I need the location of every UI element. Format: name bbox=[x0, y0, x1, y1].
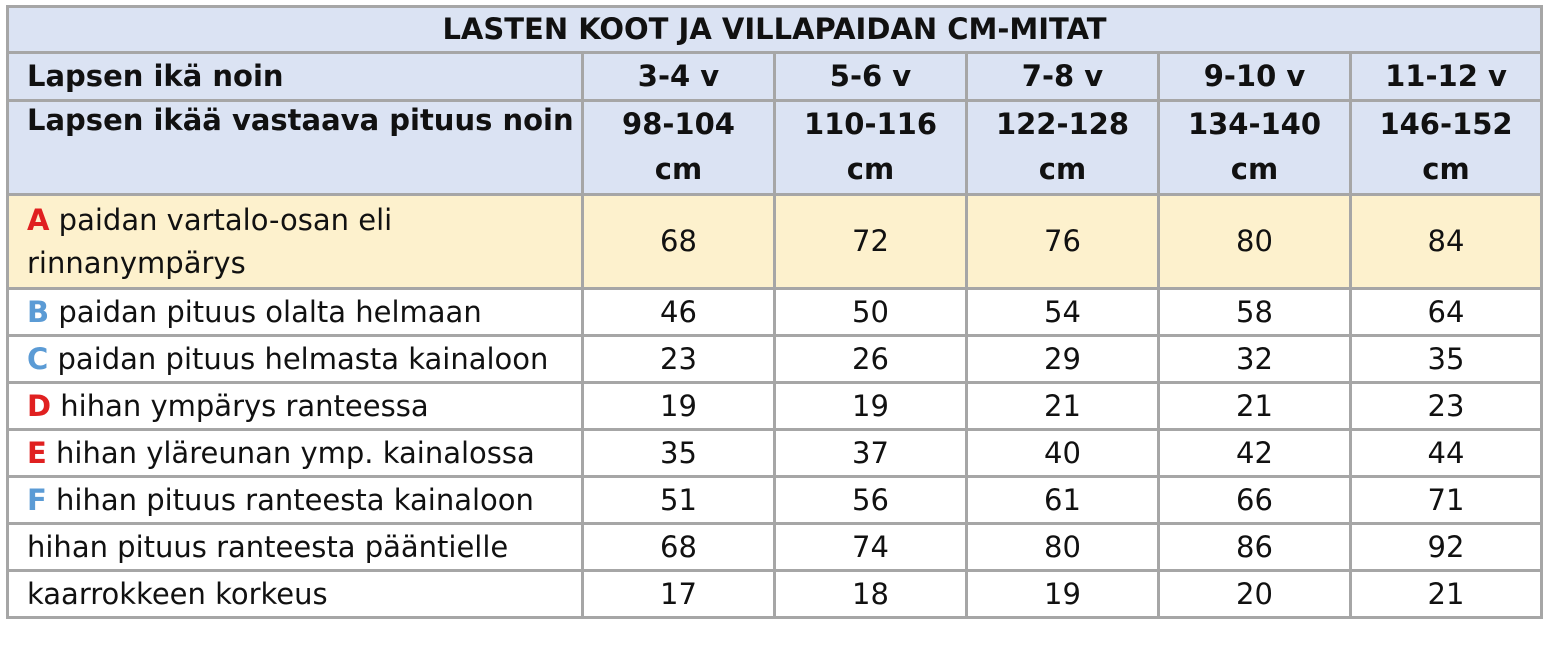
table-title: LASTEN KOOT JA VILLAPAIDAN CM-MITAT bbox=[5, 5, 1544, 54]
height-range: 122-128 bbox=[995, 107, 1130, 141]
measure-name: hihan yläreunan ymp. kainalossa bbox=[56, 435, 535, 470]
table-cell: 23 bbox=[581, 334, 776, 384]
measure-letter: B bbox=[27, 294, 50, 329]
table-cell: 20 bbox=[1157, 569, 1352, 619]
table-cell: 19 bbox=[773, 381, 968, 431]
table-cell: 68 bbox=[581, 193, 776, 290]
table-cell: 68 bbox=[581, 522, 776, 572]
table-cell: 54 bbox=[965, 287, 1160, 337]
measure-name: hihan ympärys ranteessa bbox=[60, 388, 429, 423]
age-header-cell: 9-10 v bbox=[1157, 51, 1352, 102]
height-unit: cm bbox=[654, 151, 703, 186]
table-cell: 64 bbox=[1348, 287, 1544, 337]
table-cell: 84 bbox=[1348, 193, 1544, 290]
row-label: E hihan yläreunan ymp. kainalossa bbox=[6, 428, 584, 478]
table-cell: 17 bbox=[581, 569, 776, 619]
table-cell: 58 bbox=[1157, 287, 1352, 337]
table-cell: 66 bbox=[1157, 475, 1352, 525]
table-cell: 76 bbox=[965, 193, 1160, 290]
table-cell: 40 bbox=[965, 428, 1160, 478]
height-row-label: Lapsen ikää vastaava pituus noin bbox=[6, 99, 584, 196]
measure-letter: F bbox=[27, 482, 47, 517]
measure-letter: D bbox=[27, 388, 52, 423]
table-row: E hihan yläreunan ymp. kainalossa 35 37 … bbox=[6, 428, 1544, 478]
age-header-cell: 11-12 v bbox=[1348, 51, 1544, 102]
table-cell: 80 bbox=[965, 522, 1160, 572]
table-cell: 29 bbox=[965, 334, 1160, 384]
age-header-cell: 3-4 v bbox=[581, 51, 776, 102]
table-row: D hihan ympärys ranteessa 19 19 21 21 23 bbox=[6, 381, 1544, 431]
height-header-cell: 134-140 cm bbox=[1157, 99, 1352, 196]
table-cell: 44 bbox=[1348, 428, 1544, 478]
row-label: A paidan vartalo-osan eli rinnanympärys bbox=[6, 193, 584, 290]
table-cell: 35 bbox=[1348, 334, 1544, 384]
height-range: 110-116 bbox=[803, 107, 938, 141]
table-cell: 21 bbox=[1348, 569, 1544, 619]
size-table: LASTEN KOOT JA VILLAPAIDAN CM-MITAT Laps… bbox=[5, 5, 1544, 619]
measure-name: paidan pituus helmasta kainaloon bbox=[57, 341, 549, 376]
age-header-cell: 5-6 v bbox=[773, 51, 968, 102]
measure-name: hihan pituus ranteesta kainaloon bbox=[56, 482, 534, 517]
height-row: Lapsen ikää vastaava pituus noin 98-104 c… bbox=[6, 99, 1544, 196]
table-cell: 72 bbox=[773, 193, 968, 290]
height-header-cell: 146-152 cm bbox=[1348, 99, 1544, 196]
measure-name: paidan vartalo-osan eli rinnanympärys bbox=[27, 203, 393, 280]
table-row: A paidan vartalo-osan eli rinnanympärys … bbox=[6, 193, 1544, 290]
table-cell: 19 bbox=[965, 569, 1160, 619]
age-header-cell: 7-8 v bbox=[965, 51, 1160, 102]
height-range: 146-152 bbox=[1379, 107, 1513, 141]
table-cell: 21 bbox=[965, 381, 1160, 431]
table-cell: 42 bbox=[1157, 428, 1352, 478]
table-cell: 92 bbox=[1348, 522, 1544, 572]
table-cell: 23 bbox=[1348, 381, 1544, 431]
row-label: D hihan ympärys ranteessa bbox=[6, 381, 584, 431]
row-label: hihan pituus ranteesta pääntielle bbox=[6, 522, 584, 572]
measure-letter: A bbox=[27, 203, 50, 238]
table-cell: 80 bbox=[1157, 193, 1352, 290]
measure-name: paidan pituus olalta helmaan bbox=[58, 294, 482, 329]
row-label: kaarrokkeen korkeus bbox=[6, 569, 584, 619]
measure-letter: C bbox=[27, 341, 49, 376]
table-cell: 18 bbox=[773, 569, 968, 619]
table-cell: 74 bbox=[773, 522, 968, 572]
row-label: C paidan pituus helmasta kainaloon bbox=[6, 334, 584, 384]
table-cell: 71 bbox=[1348, 475, 1544, 525]
table-row: hihan pituus ranteesta pääntielle 68 74 … bbox=[6, 522, 1544, 572]
table-cell: 46 bbox=[581, 287, 776, 337]
height-header-cell: 122-128 cm bbox=[965, 99, 1160, 196]
table-cell: 50 bbox=[773, 287, 968, 337]
table-row: B paidan pituus olalta helmaan 46 50 54 … bbox=[6, 287, 1544, 337]
table-cell: 37 bbox=[773, 428, 968, 478]
table-cell: 56 bbox=[773, 475, 968, 525]
height-unit: cm bbox=[1038, 151, 1087, 186]
table-cell: 26 bbox=[773, 334, 968, 384]
height-header-cell: 110-116 cm bbox=[773, 99, 968, 196]
row-label: B paidan pituus olalta helmaan bbox=[6, 287, 584, 337]
title-row: LASTEN KOOT JA VILLAPAIDAN CM-MITAT bbox=[5, 5, 1544, 54]
height-unit: cm bbox=[1230, 151, 1279, 186]
table-cell: 21 bbox=[1157, 381, 1352, 431]
height-range: 134-140 bbox=[1187, 107, 1322, 141]
age-row: Lapsen ikä noin 3-4 v 5-6 v 7-8 v 9-10 v… bbox=[6, 51, 1544, 102]
table-cell: 51 bbox=[581, 475, 776, 525]
row-label: F hihan pituus ranteesta kainaloon bbox=[6, 475, 584, 525]
height-unit: cm bbox=[1422, 151, 1470, 186]
table-cell: 19 bbox=[581, 381, 776, 431]
measure-letter: E bbox=[27, 435, 47, 470]
table-cell: 35 bbox=[581, 428, 776, 478]
table-cell: 61 bbox=[965, 475, 1160, 525]
height-unit: cm bbox=[846, 151, 895, 186]
age-row-label: Lapsen ikä noin bbox=[6, 51, 584, 102]
table-cell: 32 bbox=[1157, 334, 1352, 384]
height-range: 98-104 bbox=[622, 107, 735, 141]
table-row: kaarrokkeen korkeus 17 18 19 20 21 bbox=[6, 569, 1544, 619]
height-header-cell: 98-104 cm bbox=[581, 99, 776, 196]
table-cell: 86 bbox=[1157, 522, 1352, 572]
table-row: C paidan pituus helmasta kainaloon 23 26… bbox=[6, 334, 1544, 384]
table-row: F hihan pituus ranteesta kainaloon 51 56… bbox=[6, 475, 1544, 525]
